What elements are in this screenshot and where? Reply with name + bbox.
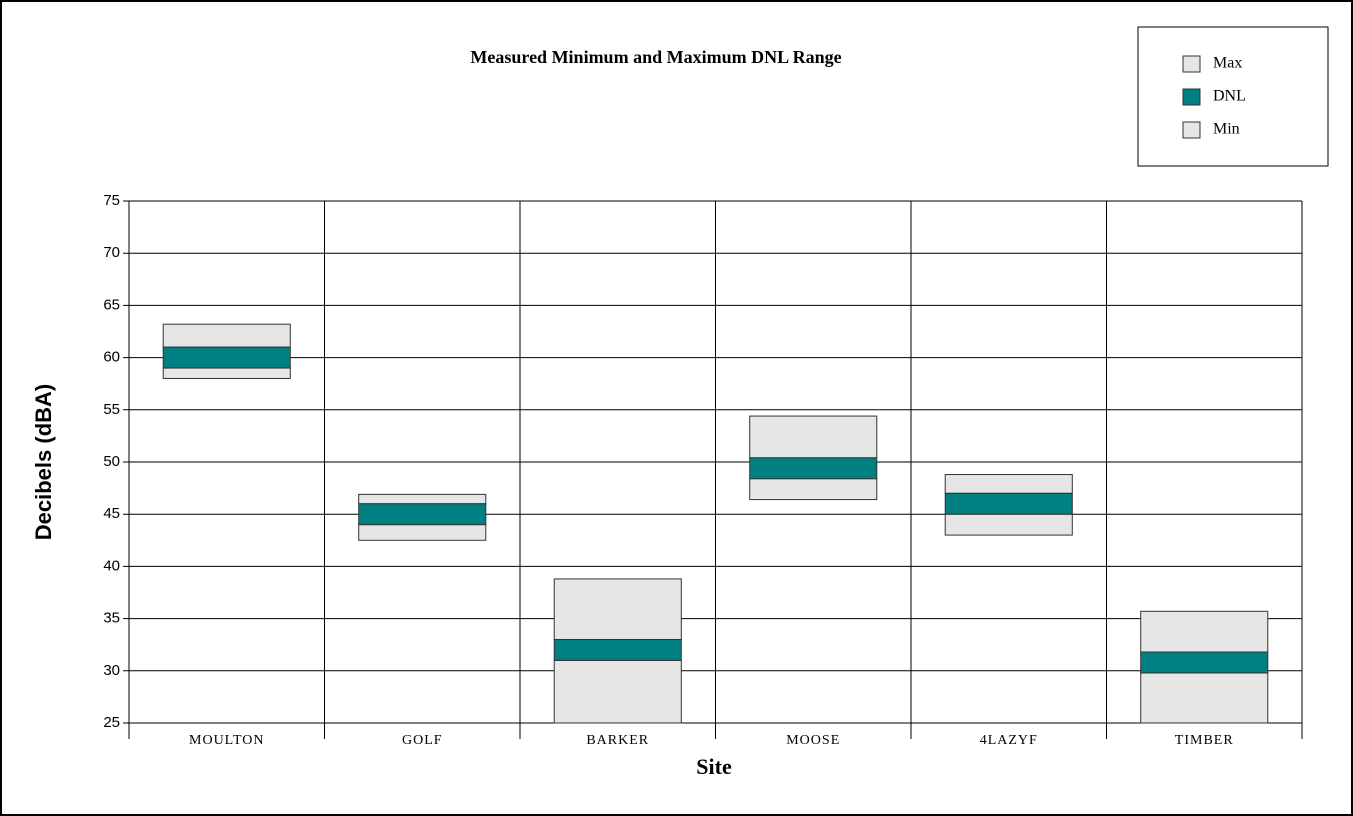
x-tick-label: MOOSE [786,733,840,748]
min-bar [749,478,878,501]
legend-swatch [1182,88,1201,106]
legend-label: Max [1213,55,1242,72]
max-bar [162,323,291,348]
dnl-bar [944,492,1073,515]
y-tick-label: 55 [103,401,120,418]
y-tick-label: 70 [103,244,120,261]
min-bar [358,524,487,541]
max-bar [553,578,682,640]
y-tick-label: 30 [103,662,120,679]
y-tick-label: 35 [103,610,120,627]
y-tick-label: 75 [103,192,120,209]
y-tick-label: 45 [103,505,120,522]
x-axis-label: Site [696,754,732,779]
x-tick-label: GOLF [402,733,443,748]
max-bar [749,415,878,459]
min-bar [162,367,291,379]
x-tick-label: TIMBER [1175,733,1234,748]
dnl-bar [553,638,682,661]
dnl-bar [358,503,487,526]
min-bar [1140,672,1269,724]
dnl-bar [162,346,291,369]
y-tick-label: 50 [103,453,120,470]
dnl-bar [749,457,878,480]
y-axis-label: Decibels (dBA) [31,384,56,540]
legend-swatch [1182,55,1201,73]
y-tick-label: 60 [103,349,120,366]
legend-label: DNL [1213,88,1246,105]
y-tick-label: 40 [103,557,120,574]
max-bar [1140,610,1269,653]
legend-label: Min [1213,121,1240,138]
x-tick-label: 4LAZYF [980,733,1038,748]
x-tick-label: MOULTON [189,733,264,748]
x-tick-label: BARKER [586,733,649,748]
legend-swatch [1182,121,1201,139]
min-bar [553,659,682,724]
y-tick-label: 65 [103,296,120,313]
max-bar [358,493,487,505]
legend-box [1137,26,1329,167]
dnl-bar [1140,651,1269,674]
chart-title: Measured Minimum and Maximum DNL Range [470,47,841,67]
min-bar [944,513,1073,536]
y-tick-label: 25 [103,714,120,731]
max-bar [944,474,1073,494]
